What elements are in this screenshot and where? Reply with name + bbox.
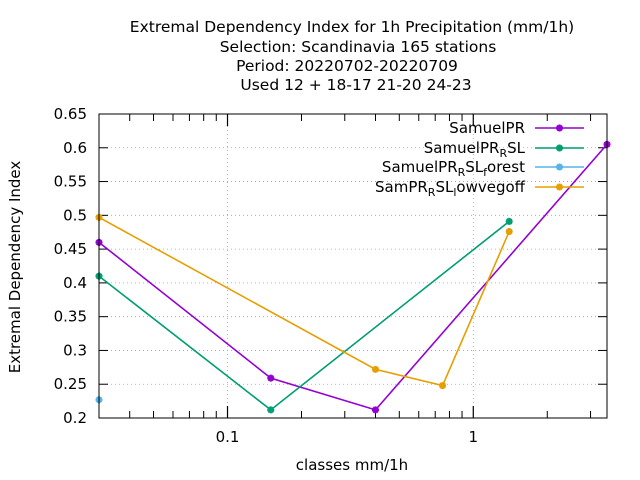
data-point	[439, 382, 447, 390]
series-samuelpr	[95, 140, 611, 414]
series-group	[95, 140, 611, 414]
legend-marker	[556, 163, 563, 171]
legend-marker	[556, 124, 563, 132]
series-line	[98, 216, 510, 387]
legend-marker	[556, 144, 563, 152]
x-axis-label: classes mm/1h	[296, 456, 408, 474]
y-tick-label: 0.65	[54, 105, 87, 123]
series-samuelpr-rsl	[95, 217, 513, 414]
y-tick-label: 0.3	[63, 341, 87, 359]
data-point	[505, 217, 513, 225]
legend-label: SamuelPRRSL	[424, 139, 526, 160]
series-sampr-rsl-lowvegoff	[95, 213, 513, 390]
legend-label: SamuelPR	[449, 119, 525, 137]
series-line	[98, 143, 608, 411]
legend-label: SamPRRSLlowvegoff	[375, 178, 526, 199]
y-tick-label: 0.25	[54, 375, 87, 393]
legend-label: SamuelPRRSLforest	[382, 158, 525, 179]
legend-marker	[556, 183, 563, 191]
data-point	[371, 365, 379, 373]
title-line-2: Selection: Scandinavia 165 stations	[220, 38, 497, 56]
series-line	[98, 220, 510, 411]
title-line-3: Period: 20220702-20220709	[236, 57, 458, 75]
data-point	[267, 406, 275, 414]
chart-title: Extremal Dependency Index for 1h Precipi…	[130, 18, 574, 94]
legend: SamuelPR SamuelPRRSLSamuelPRRSLforestSamP…	[375, 119, 584, 199]
data-point	[505, 228, 513, 236]
plot-frame	[98, 113, 608, 419]
y-tick-label: 0.5	[63, 206, 87, 224]
x-tick-label: 1	[469, 428, 479, 446]
data-point	[371, 406, 379, 414]
grid	[99, 114, 607, 418]
y-tick-label: 0.35	[54, 308, 87, 326]
axis-ticks: 0.2 0.25 0.3 0.35 0.4 0.45 0.5 0.55 0.6 0.65 0.1 1	[54, 105, 607, 446]
title-line-1: Extremal Dependency Index for 1h Precipi…	[130, 18, 574, 36]
y-tick-label: 0.4	[63, 274, 87, 292]
title-line-4: Used 12 + 18-17 21-20 24-23	[240, 76, 471, 94]
y-tick-label: 0.45	[54, 240, 87, 258]
y-axis-label: Extremal Dependency Index	[6, 161, 24, 374]
data-point	[267, 374, 275, 382]
y-tick-label: 0.55	[54, 173, 87, 191]
x-tick-label: 0.1	[216, 428, 240, 446]
y-tick-label: 0.2	[63, 409, 87, 427]
y-tick-label: 0.6	[63, 139, 87, 157]
